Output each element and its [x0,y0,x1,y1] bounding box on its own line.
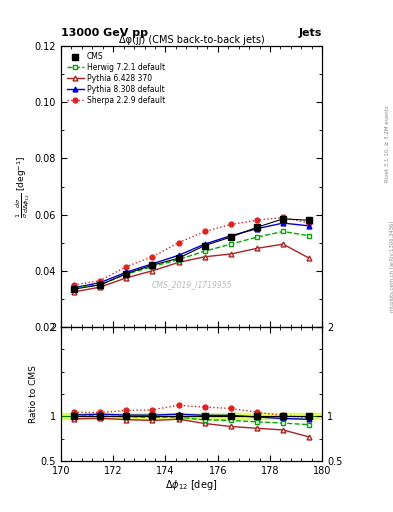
Y-axis label: Ratio to CMS: Ratio to CMS [29,365,38,423]
Text: 13000 GeV pp: 13000 GeV pp [61,28,148,38]
Text: mcplots.cern.ch [arXiv:1306.3436]: mcplots.cern.ch [arXiv:1306.3436] [390,221,393,312]
Text: CMS_2019_I1719955: CMS_2019_I1719955 [151,281,232,289]
Text: Jets: Jets [299,28,322,38]
X-axis label: $\Delta\phi_{12}$ [deg]: $\Delta\phi_{12}$ [deg] [165,478,218,493]
Title: Δφ(jj) (CMS back-to-back jets): Δφ(jj) (CMS back-to-back jets) [119,35,264,45]
Legend: CMS, Herwig 7.2.1 default, Pythia 6.428 370, Pythia 8.308 default, Sherpa 2.2.9 : CMS, Herwig 7.2.1 default, Pythia 6.428 … [65,50,167,107]
Bar [61,413,322,419]
Y-axis label: $\frac{1}{\sigma}\frac{d\sigma}{d\Delta\phi_{12}}$ [deg$^{-1}$]: $\frac{1}{\sigma}\frac{d\sigma}{d\Delta\… [15,156,32,218]
Text: Rivet 3.1.10, ≥ 3.2M events: Rivet 3.1.10, ≥ 3.2M events [385,105,389,182]
